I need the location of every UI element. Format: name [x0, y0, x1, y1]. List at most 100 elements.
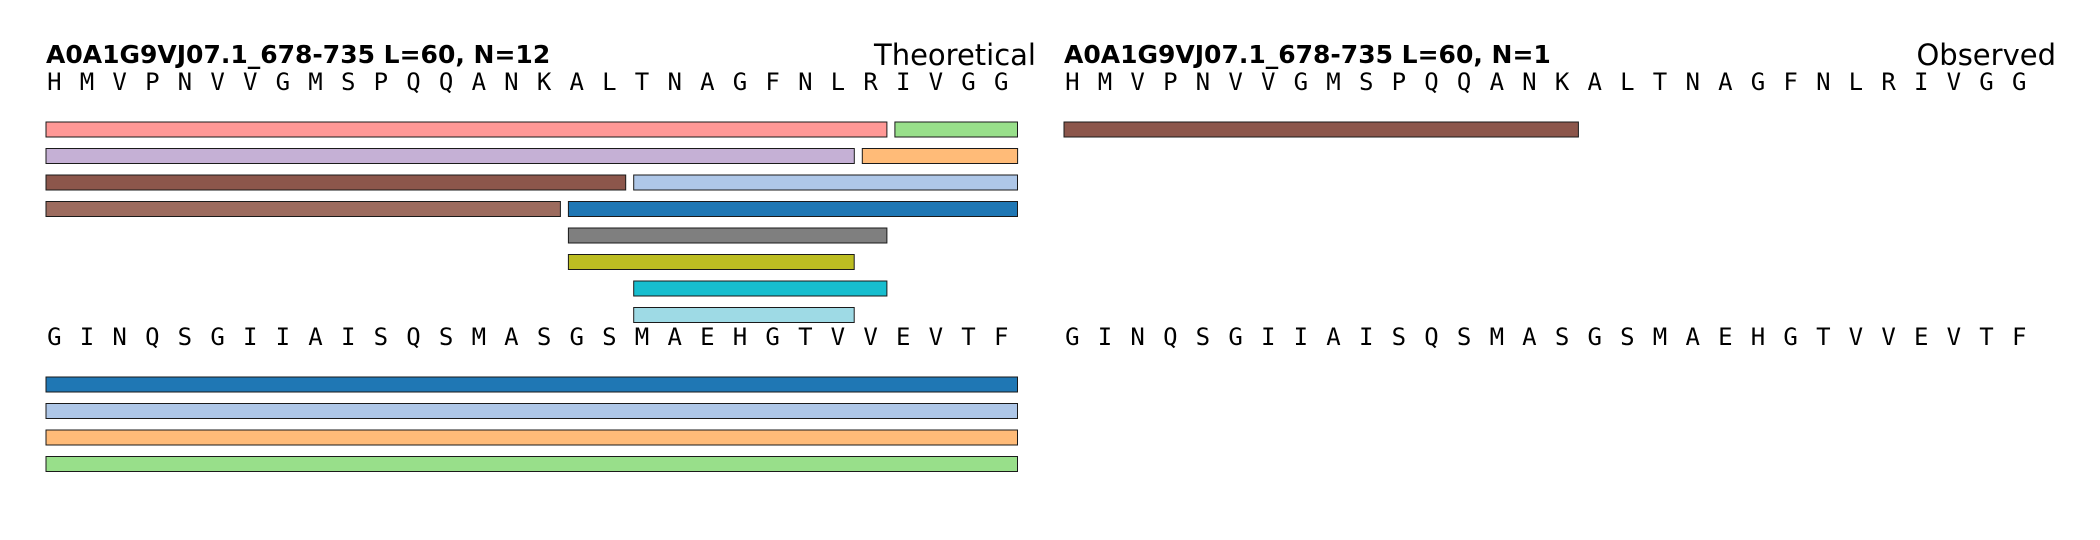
residue-letter: P	[1392, 68, 1406, 96]
residue-letter: A	[1490, 68, 1505, 96]
residue-letter: S	[1392, 323, 1406, 351]
residue-letter: P	[1163, 68, 1177, 96]
residue-letter: N	[178, 68, 192, 96]
residue-letter: A	[504, 323, 519, 351]
residue-letter: S	[374, 323, 388, 351]
residue-letter: V	[1849, 323, 1863, 351]
peptide-bar	[1063, 121, 1579, 138]
residue-letter: M	[1653, 323, 1667, 351]
residue-letter: P	[374, 68, 388, 96]
residue-letter: S	[1359, 68, 1373, 96]
theoretical-panel-title: A0A1G9VJ07.1_678-735 L=60, N=12	[46, 40, 550, 69]
residue-letter: I	[1294, 323, 1308, 351]
residue-letter: P	[145, 68, 159, 96]
residue-letter: Q	[1457, 68, 1471, 96]
residue-letter: M	[308, 68, 322, 96]
peptide-bar	[633, 174, 1018, 191]
residue-letter: E	[700, 323, 714, 351]
residue-letter: A	[700, 68, 715, 96]
peptide-bar	[567, 254, 855, 270]
observed-panel-mode-label: Observed	[1916, 38, 2056, 72]
residue-letter: L	[602, 68, 616, 96]
residue-letter: I	[1359, 323, 1373, 351]
residue-letter: M	[1490, 323, 1504, 351]
residue-letter: G	[210, 323, 224, 351]
residue-letter: V	[929, 68, 943, 96]
peptide-bar	[45, 376, 1018, 393]
residue-letter: V	[863, 323, 877, 351]
residue-letter: Q	[1424, 68, 1438, 96]
residue-letter: N	[798, 68, 812, 96]
residue-letter: A	[1718, 68, 1733, 96]
residue-letter: F	[765, 68, 779, 96]
residue-letter: I	[341, 323, 355, 351]
residue-letter: R	[1881, 68, 1896, 96]
residue-letter: F	[2012, 323, 2026, 351]
residue-letter: V	[1130, 68, 1144, 96]
residue-letter: L	[831, 68, 845, 96]
residue-letter: V	[1261, 68, 1275, 96]
residue-letter: N	[504, 68, 518, 96]
residue-letter: H	[1065, 68, 1079, 96]
residue-letter: A	[569, 68, 584, 96]
residue-letter: G	[1065, 323, 1079, 351]
peptide-bar	[45, 429, 1018, 446]
residue-letter: H	[733, 323, 747, 351]
residue-letter: A	[667, 323, 682, 351]
residue-letter: N	[1685, 68, 1699, 96]
residue-letter: M	[1326, 68, 1340, 96]
peptide-bar	[567, 201, 1019, 217]
residue-letter: G	[765, 323, 779, 351]
residue-letter: S	[1555, 323, 1569, 351]
residue-letter: A	[1522, 323, 1537, 351]
residue-letter: G	[961, 68, 975, 96]
peptide-bar	[45, 456, 1018, 472]
peptide-bar	[633, 280, 888, 297]
residue-letter: V	[1228, 68, 1242, 96]
residue-letter: N	[1522, 68, 1536, 96]
residue-letter: V	[1881, 323, 1895, 351]
residue-letter: N	[1196, 68, 1210, 96]
residue-letter: S	[439, 323, 453, 351]
observed-sequence-rows: H M V P N V V G M S P Q Q A N K A L T N A G F N L R I V G GG I N Q S G I I A I…	[1063, 68, 2026, 351]
residue-letter: G	[1751, 68, 1765, 96]
residue-letter: N	[112, 323, 126, 351]
residue-letter: G	[994, 68, 1008, 96]
residue-letter: S	[1620, 323, 1634, 351]
residue-letter: S	[1196, 323, 1210, 351]
residue-letter: M	[472, 323, 486, 351]
residue-letter: K	[1555, 68, 1570, 96]
residue-letter: S	[178, 323, 192, 351]
peptide-bar	[894, 121, 1019, 138]
residue-letter: A	[472, 68, 487, 96]
residue-letter: Q	[1424, 323, 1438, 351]
residue-letter: I	[276, 323, 290, 351]
residue-letter: S	[602, 323, 616, 351]
residue-letter: T	[1816, 323, 1830, 351]
peptide-bar	[633, 307, 855, 323]
peptide-bar	[45, 403, 1018, 419]
residue-letter: L	[1620, 68, 1634, 96]
residue-letter: S	[537, 323, 551, 351]
residue-letter: Q	[439, 68, 453, 96]
residue-letter: I	[243, 323, 257, 351]
residue-letter: T	[1653, 68, 1667, 96]
observed-panel: A0A1G9VJ07.1_678-735 L=60, N=1 Observed …	[1063, 38, 2056, 351]
residue-letter: G	[2012, 68, 2026, 96]
residue-letter: Q	[145, 323, 159, 351]
residue-letter: I	[1914, 68, 1928, 96]
residue-letter: V	[243, 68, 257, 96]
residue-letter: H	[1751, 323, 1765, 351]
residue-letter: Q	[1163, 323, 1177, 351]
residue-letter: G	[1587, 323, 1601, 351]
residue-letter: V	[929, 323, 943, 351]
residue-letter: T	[961, 323, 975, 351]
observed-panel-title: A0A1G9VJ07.1_678-735 L=60, N=1	[1064, 40, 1551, 69]
residue-letter: V	[112, 68, 126, 96]
residue-letter: V	[1947, 68, 1961, 96]
residue-letter: F	[994, 323, 1008, 351]
theoretical-panel: A0A1G9VJ07.1_678-735 L=60, N=12 Theoreti…	[45, 38, 1036, 472]
